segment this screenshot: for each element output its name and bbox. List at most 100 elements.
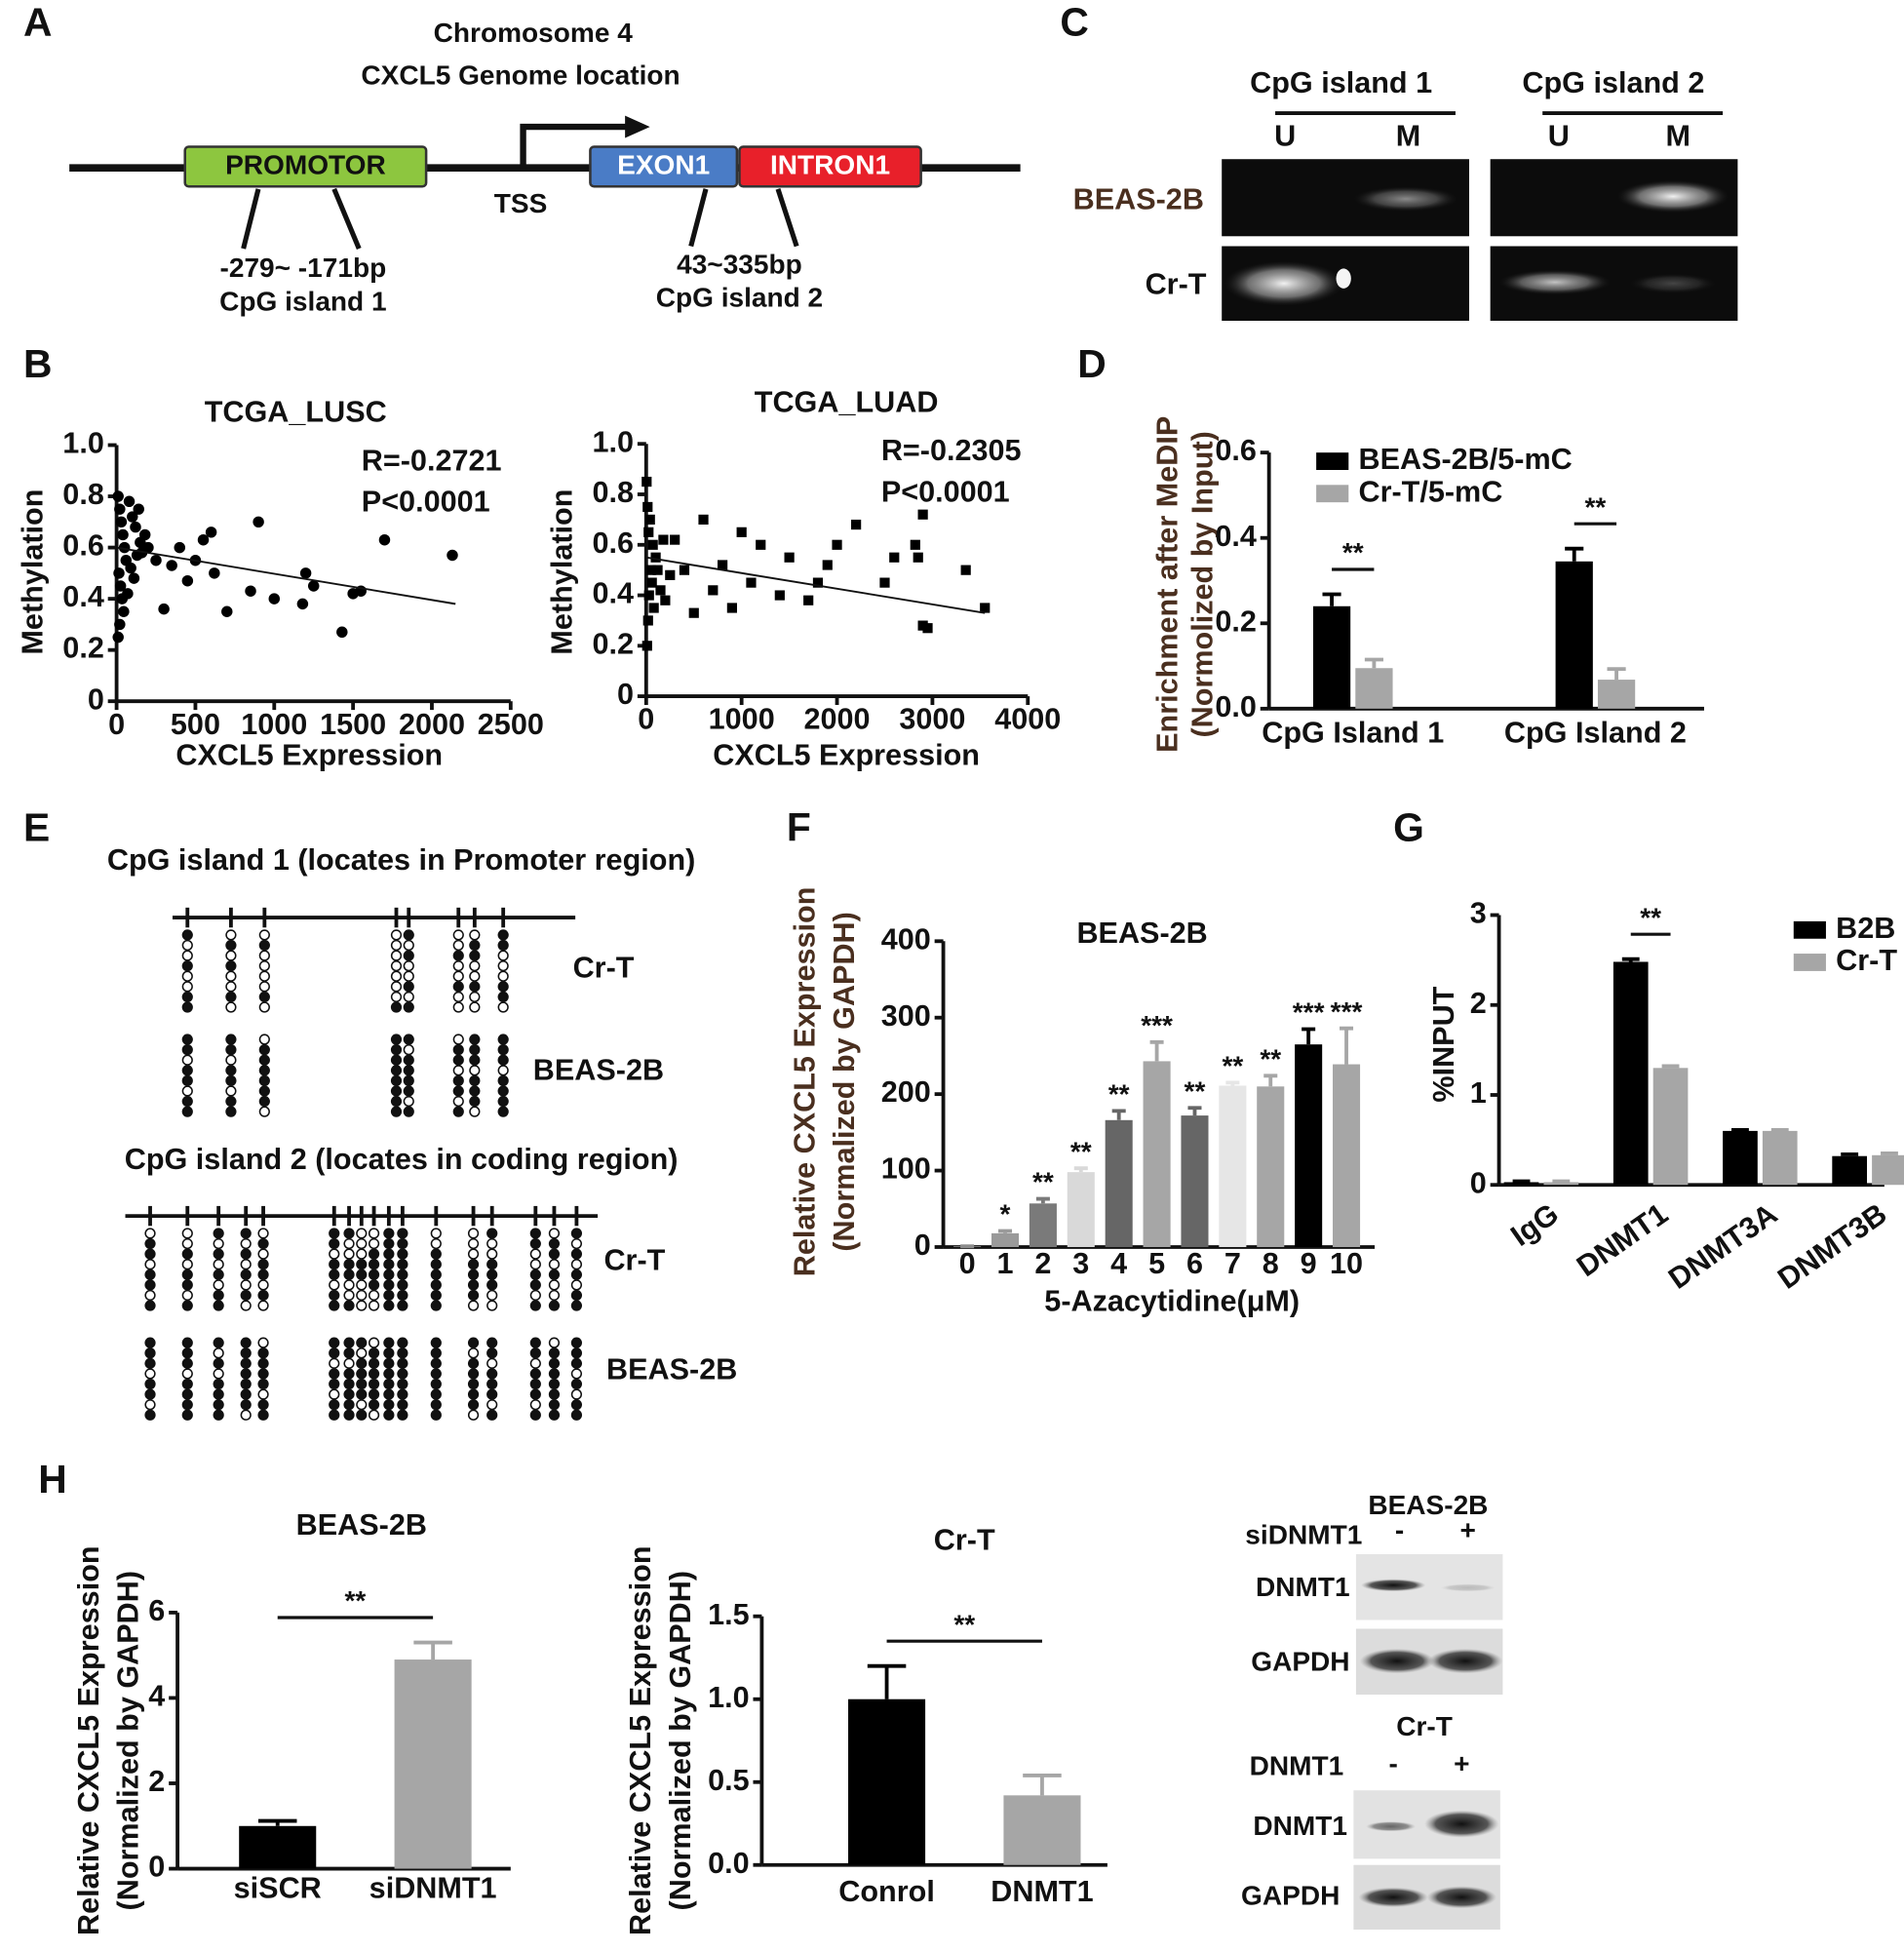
point	[726, 603, 737, 613]
unmethylated-cpg	[213, 1259, 224, 1270]
unmethylated-cpg	[258, 950, 270, 961]
methylated-cpg	[225, 991, 237, 1003]
methylated-cpg	[570, 1409, 583, 1421]
promotor-box	[183, 145, 428, 188]
methylated-cpg	[469, 1074, 481, 1086]
methylated-cpg	[430, 1248, 442, 1260]
unmethylated-cpg	[548, 1259, 561, 1270]
point	[447, 549, 458, 562]
methylated-cpg	[430, 1337, 442, 1348]
point	[209, 567, 220, 579]
methylated-cpg	[144, 1378, 156, 1390]
unmethylated-cpg	[529, 1248, 541, 1260]
unmethylated-cpg	[390, 981, 403, 993]
point	[889, 552, 900, 563]
pointer	[241, 188, 261, 250]
y-axis-label: (Normalized by GAPDH)	[828, 912, 861, 1251]
methylated-cpg	[430, 1259, 442, 1270]
point	[679, 565, 690, 575]
methylated-cpg	[329, 1337, 340, 1348]
methylated-cpg	[368, 1388, 380, 1400]
tss-arrowhead	[625, 115, 650, 138]
unmethylated-cpg	[452, 1095, 464, 1108]
methylated-cpg	[329, 1269, 340, 1280]
methylated-cpg	[144, 1357, 156, 1369]
methylated-cpg	[548, 1237, 561, 1250]
unmethylated-cpg	[368, 1300, 380, 1311]
unmethylated-cpg	[257, 1248, 269, 1260]
unmethylated-cpg	[356, 1237, 368, 1250]
methylated-cpg	[486, 1347, 498, 1359]
methylated-cpg	[225, 1074, 237, 1086]
blot-band	[1358, 1887, 1428, 1908]
annotation: R=-0.2721	[362, 444, 502, 477]
methylated-cpg	[383, 1289, 395, 1302]
point	[245, 585, 256, 597]
methylated-cpg	[329, 1368, 340, 1380]
methylated-cpg	[486, 1259, 498, 1270]
y-tick-label: 0.2	[62, 632, 104, 665]
unmethylated-cpg	[529, 1289, 541, 1302]
unmethylated-cpg	[356, 1248, 368, 1260]
unmethylated-cpg	[240, 1409, 252, 1421]
blot-row-label: GAPDH	[1241, 1880, 1340, 1910]
unmethylated-cpg	[452, 929, 464, 941]
point	[114, 618, 126, 631]
methylated-cpg	[529, 1237, 541, 1250]
unmethylated-cpg	[181, 970, 193, 982]
methylated-cpg	[356, 1269, 368, 1280]
methylated-cpg	[452, 1054, 464, 1066]
unmethylated-cpg	[403, 1044, 414, 1056]
methylated-cpg	[570, 1300, 583, 1311]
point	[133, 503, 144, 515]
methylated-cpg	[213, 1409, 224, 1421]
bar	[1029, 1203, 1057, 1247]
methylated-cpg	[258, 1065, 270, 1076]
chart-title: BEAS-2B	[1076, 917, 1207, 950]
methylated-cpg	[213, 1399, 224, 1411]
methylated-cpg	[181, 1279, 193, 1291]
methylated-cpg	[257, 1237, 269, 1250]
y-tick-label: 0.6	[593, 527, 635, 560]
legend-label: Cr-T	[1836, 944, 1897, 977]
methylated-cpg	[403, 1085, 414, 1097]
methylated-cpg	[213, 1388, 224, 1400]
point	[130, 521, 141, 533]
point	[142, 541, 154, 554]
methylated-cpg	[397, 1399, 408, 1411]
methylated-cpg	[383, 1248, 395, 1260]
y-tick-label: 1.0	[593, 425, 635, 458]
methylated-cpg	[430, 1300, 442, 1311]
methylated-cpg	[383, 1337, 395, 1348]
unmethylated-cpg	[368, 1409, 380, 1421]
methylated-cpg	[257, 1269, 269, 1280]
methylated-cpg	[144, 1388, 156, 1400]
bar	[1067, 1172, 1095, 1247]
methylated-cpg	[570, 1337, 583, 1348]
bar	[1257, 1086, 1285, 1247]
methylated-cpg	[258, 1054, 270, 1066]
unmethylated-cpg	[486, 1289, 498, 1302]
methylated-cpg	[240, 1378, 252, 1390]
methylated-cpg	[181, 1300, 193, 1311]
methylated-cpg	[467, 1337, 480, 1348]
methylated-cpg	[356, 1378, 368, 1390]
unmethylated-cpg	[181, 981, 193, 993]
methylated-cpg	[181, 1095, 193, 1108]
unmethylated-cpg	[497, 1065, 509, 1076]
lane-label: M	[1665, 120, 1690, 153]
unmethylated-cpg	[240, 1279, 252, 1291]
point	[832, 539, 842, 550]
methylated-cpg	[356, 1368, 368, 1380]
methylated-cpg	[397, 1388, 408, 1400]
point	[299, 567, 312, 579]
point	[913, 552, 923, 563]
error-bar	[1225, 1080, 1240, 1086]
unmethylated-cpg	[403, 939, 414, 952]
methylated-cpg	[383, 1259, 395, 1270]
methylated-cpg	[467, 1368, 480, 1380]
error-bar	[997, 1229, 1013, 1233]
methylated-cpg	[181, 991, 193, 1003]
methylated-cpg	[368, 1269, 380, 1280]
point	[205, 527, 217, 538]
